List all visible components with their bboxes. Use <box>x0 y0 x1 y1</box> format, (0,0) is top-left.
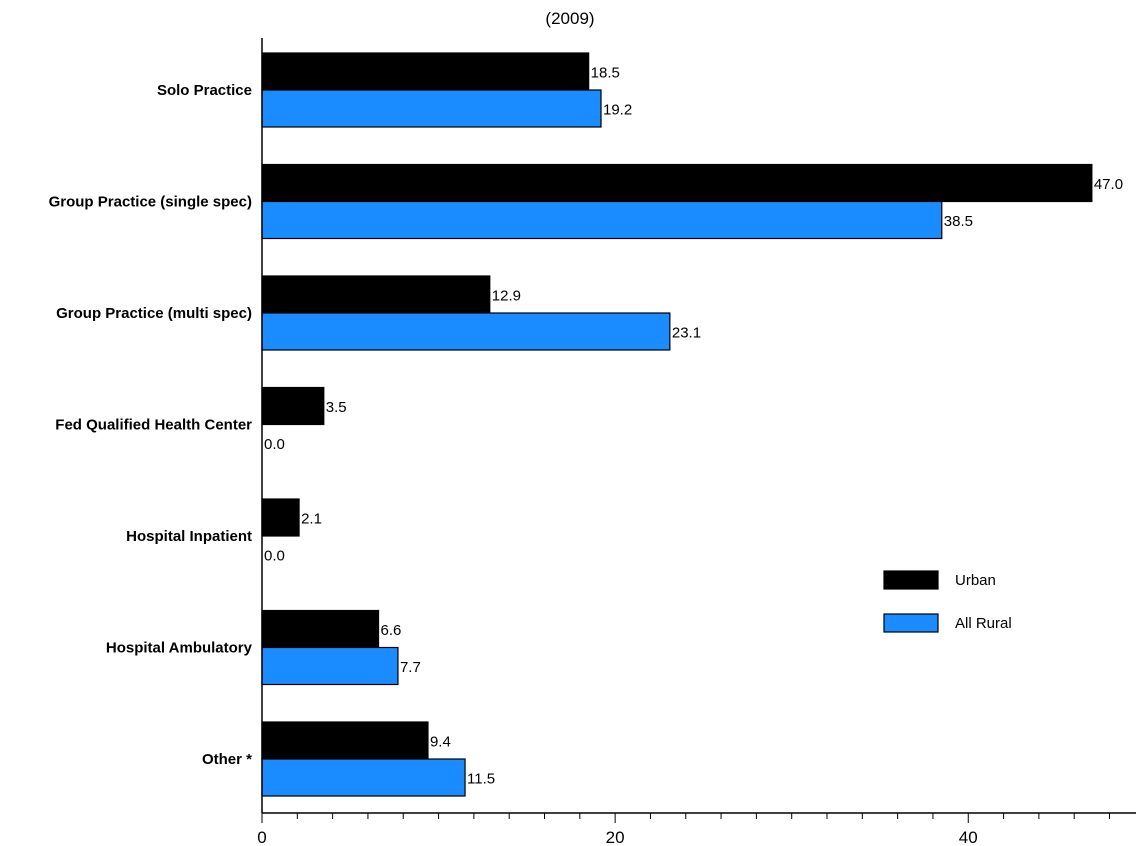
category-label: Hospital Ambulatory <box>106 640 253 657</box>
category-label: Group Practice (single spec) <box>49 194 252 211</box>
legend: Urban All Rural <box>883 570 1012 633</box>
bar-urban <box>261 52 590 91</box>
bar-urban <box>261 609 380 649</box>
category-label: Fed Qualified Health Center <box>55 417 252 434</box>
data-label: 23.1 <box>672 325 701 342</box>
bar-urban <box>261 275 491 314</box>
category-label: Hospital Inpatient <box>126 528 252 545</box>
category-label: Solo Practice <box>157 82 252 99</box>
axes-group: 0 20 40 <box>257 38 1136 846</box>
bar-urban <box>261 386 325 426</box>
bar-all-rural <box>261 646 399 686</box>
legend-swatch <box>883 570 939 590</box>
data-label: 12.9 <box>492 288 521 305</box>
bar-urban <box>261 498 300 537</box>
bar-all-rural <box>261 312 671 351</box>
category-label: Group Practice (multi spec) <box>56 305 252 322</box>
data-label: 19.2 <box>603 102 632 119</box>
data-label: 38.5 <box>944 213 973 230</box>
bar-all-rural <box>261 200 943 240</box>
bar-all-rural <box>261 758 466 797</box>
bars-group: Solo Practice 18.5 19.2 Group Practice (sin… <box>49 52 1123 797</box>
data-label: 11.5 <box>467 771 495 788</box>
x-tick-label: 0 <box>257 828 266 846</box>
x-tick-label: 20 <box>606 828 625 846</box>
x-tick-label: 40 <box>959 828 978 846</box>
data-label: 2.1 <box>301 511 322 528</box>
legend-label: Urban <box>955 572 996 589</box>
data-label: 9.4 <box>430 734 451 751</box>
data-label: 6.6 <box>381 622 402 639</box>
bar-all-rural <box>261 89 602 128</box>
data-label: 7.7 <box>400 659 421 676</box>
category-label: Other * <box>202 751 252 768</box>
bar-urban <box>261 721 429 760</box>
data-label: 3.5 <box>326 399 347 416</box>
legend-label: All Rural <box>955 615 1012 632</box>
chart-subtitle: (2009) <box>545 9 594 28</box>
bar-urban <box>261 163 1093 203</box>
data-label: 47.0 <box>1094 176 1123 193</box>
data-label: 0.0 <box>264 436 285 453</box>
data-label: 18.5 <box>591 65 620 82</box>
legend-swatch <box>883 613 939 633</box>
data-label: 0.0 <box>264 548 285 565</box>
